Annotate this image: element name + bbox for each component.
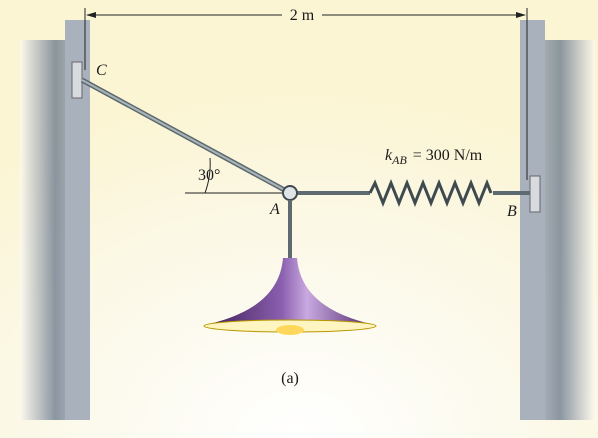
spring-symbol: k [385,147,393,164]
lamp-shade [205,258,375,325]
angle-label: 30° [198,167,220,184]
spring-label: kAB = 300 N/m [385,147,483,167]
caption: (a) [281,370,299,387]
cable-ca-highlight [81,79,291,194]
point-b-label: B [507,203,517,220]
bracket-c [71,61,83,99]
angle-arc [204,157,211,194]
dimension-label: 2 m [290,7,315,24]
spring-subscript: AB [391,153,407,167]
ring-a [282,185,298,201]
right-wall [520,20,545,420]
spring-value: = 300 N/m [413,147,483,164]
point-a-label: A [269,201,280,218]
lamp-bulb [276,325,304,335]
bracket-b [529,175,541,213]
point-c-label: C [96,62,107,79]
spring-coil [368,178,493,208]
